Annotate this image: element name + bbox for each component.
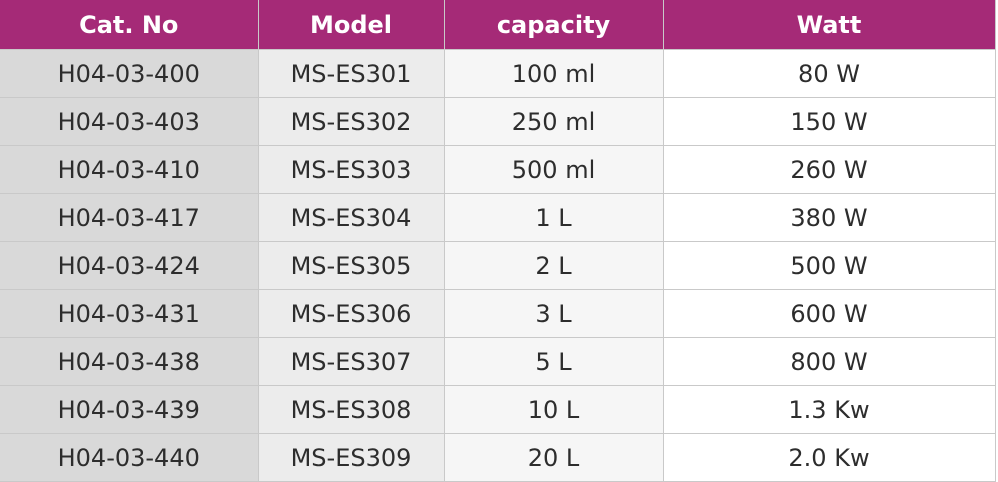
cell-model: MS-ES301 <box>258 49 445 98</box>
table-row: H04-03-440 MS-ES309 20 L 2.0 Kw <box>0 433 996 482</box>
cell-model: MS-ES307 <box>258 337 445 386</box>
cell-capacity: 20 L <box>444 433 664 482</box>
cell-cat-no: H04-03-439 <box>0 385 259 434</box>
cell-model: MS-ES306 <box>258 289 445 338</box>
cell-model: MS-ES309 <box>258 433 445 482</box>
cell-watt: 260 W <box>663 145 996 194</box>
cell-capacity: 10 L <box>444 385 664 434</box>
cell-model: MS-ES305 <box>258 241 445 290</box>
cell-cat-no: H04-03-410 <box>0 145 259 194</box>
cell-watt: 800 W <box>663 337 996 386</box>
cell-model: MS-ES302 <box>258 97 445 146</box>
cell-capacity: 5 L <box>444 337 664 386</box>
cell-cat-no: H04-03-440 <box>0 433 259 482</box>
cell-capacity: 250 ml <box>444 97 664 146</box>
cell-watt: 380 W <box>663 193 996 242</box>
header-model: Model <box>258 0 445 50</box>
cell-cat-no: H04-03-424 <box>0 241 259 290</box>
header-capacity: capacity <box>444 0 664 50</box>
table-row: H04-03-417 MS-ES304 1 L 380 W <box>0 193 996 242</box>
cell-watt: 600 W <box>663 289 996 338</box>
cell-watt: 150 W <box>663 97 996 146</box>
cell-cat-no: H04-03-438 <box>0 337 259 386</box>
cell-watt: 80 W <box>663 49 996 98</box>
table-row: H04-03-424 MS-ES305 2 L 500 W <box>0 241 996 290</box>
cell-capacity: 500 ml <box>444 145 664 194</box>
cell-capacity: 1 L <box>444 193 664 242</box>
cell-capacity: 2 L <box>444 241 664 290</box>
cell-watt: 1.3 Kw <box>663 385 996 434</box>
table-row: H04-03-431 MS-ES306 3 L 600 W <box>0 289 996 338</box>
cell-watt: 2.0 Kw <box>663 433 996 482</box>
cell-cat-no: H04-03-400 <box>0 49 259 98</box>
header-watt: Watt <box>663 0 996 50</box>
cell-cat-no: H04-03-431 <box>0 289 259 338</box>
cell-cat-no: H04-03-417 <box>0 193 259 242</box>
cell-capacity: 100 ml <box>444 49 664 98</box>
header-row: Cat. No Model capacity Watt <box>0 0 996 50</box>
cell-model: MS-ES303 <box>258 145 445 194</box>
cell-model: MS-ES304 <box>258 193 445 242</box>
table-row: H04-03-439 MS-ES308 10 L 1.3 Kw <box>0 385 996 434</box>
cell-model: MS-ES308 <box>258 385 445 434</box>
cell-watt: 500 W <box>663 241 996 290</box>
cell-cat-no: H04-03-403 <box>0 97 259 146</box>
cell-capacity: 3 L <box>444 289 664 338</box>
header-cat-no: Cat. No <box>0 0 259 50</box>
table-row: H04-03-403 MS-ES302 250 ml 150 W <box>0 97 996 146</box>
table-row: H04-03-438 MS-ES307 5 L 800 W <box>0 337 996 386</box>
table-row: H04-03-410 MS-ES303 500 ml 260 W <box>0 145 996 194</box>
table-row: H04-03-400 MS-ES301 100 ml 80 W <box>0 49 996 98</box>
